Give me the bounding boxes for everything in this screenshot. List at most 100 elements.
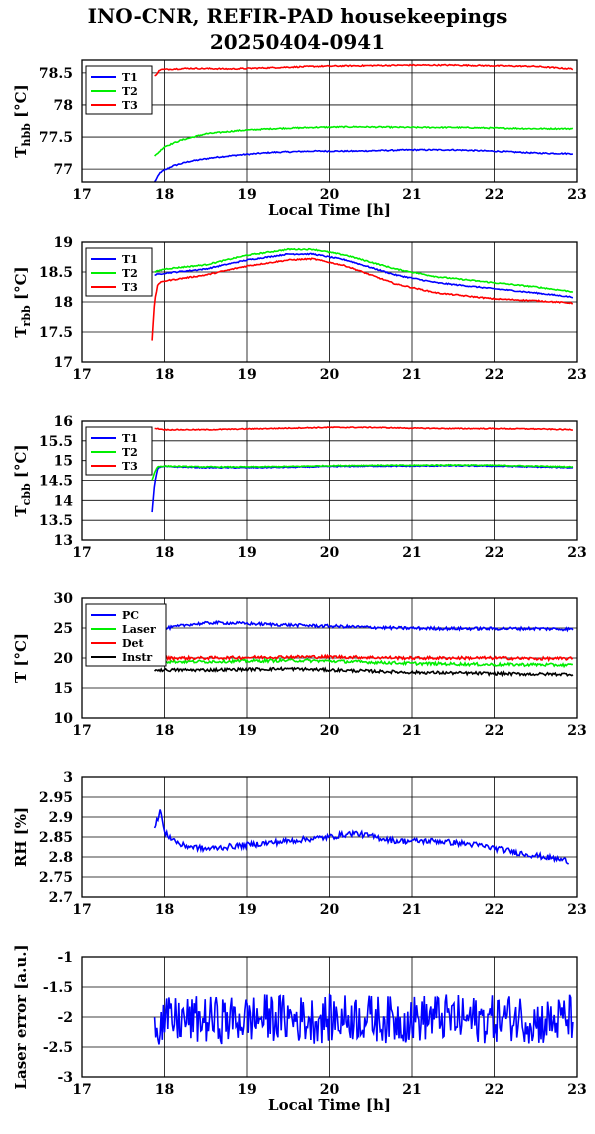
plot-frame [81,59,578,183]
series-line-data [153,993,574,1045]
y-tick-label: 77 [54,162,73,178]
series-line-laser [153,657,574,669]
x-tick-label: 22 [485,723,504,739]
chart-title: INO-CNR, REFIR-PAD housekeepings [87,4,508,28]
x-tick-label: 21 [402,902,421,918]
plot-frame [81,597,578,719]
y-axis-label: Tcbb [°C] [12,444,33,516]
series-line-t3 [154,63,574,77]
legend-label: Laser [122,623,156,636]
x-tick-label: 19 [237,367,256,383]
legend-label: T2 [122,446,138,459]
series-line-instr [153,665,574,678]
plot-frame [81,776,578,898]
y-tick-label: 20 [54,651,74,667]
y-tick-label: 78 [54,98,73,114]
y-axis-label-unit: [°C] [12,444,30,483]
series-line-t3 [154,426,573,432]
y-axis-label-main: T [12,505,30,517]
x-tick-label: 22 [485,1082,504,1098]
y-tick-label: 17.5 [39,325,73,341]
y-axis-label-main: T [°C] [12,633,30,683]
legend-label: T1 [122,71,138,84]
y-tick-label: 13 [54,533,73,549]
x-tick-label: 18 [155,545,174,561]
x-tick-label: 23 [567,723,586,739]
x-tick-label: 22 [485,545,504,561]
x-tick-label: 19 [237,545,256,561]
x-tick-label: 23 [567,545,586,561]
series-line-data [153,809,569,865]
x-tick-label: 21 [402,187,421,203]
legend-label: T2 [122,85,138,98]
y-tick-label: 19 [54,235,73,251]
y-tick-label: 15.5 [39,434,73,450]
x-tick-label: 18 [155,367,174,383]
x-tick-label: 17 [72,902,91,918]
series-line-t2 [154,247,574,293]
x-tick-label: 22 [485,367,504,383]
series-line-t1 [153,148,573,182]
chart-panel-6: 17 18 19 20 21 22 23 -3 -2.5 -2 -1.5 -1 Local Time [… [12,944,587,1114]
y-tick-label: 18.5 [39,265,73,281]
x-tick-label: 18 [155,723,174,739]
legend-label: T3 [122,281,138,294]
plot-frame [81,241,578,363]
legend-label: T1 [122,432,138,445]
y-tick-label: -3 [57,1070,73,1086]
y-tick-label: 15 [54,681,73,697]
x-tick-label: 20 [320,187,340,203]
y-tick-label: 18 [54,295,73,311]
y-tick-label: 16 [54,414,73,430]
x-tick-label: 23 [567,187,586,203]
y-tick-label: 2.9 [49,810,73,826]
y-tick-label: -1.5 [43,980,73,996]
x-tick-label: 21 [402,723,421,739]
legend-label: Instr [122,651,152,664]
x-tick-label: 20 [320,902,340,918]
x-tick-label: 19 [237,723,256,739]
x-tick-label: 20 [320,1082,340,1098]
legend-label: T3 [122,460,138,473]
y-axis-label-sub: cbb [20,483,33,505]
y-axis-label-sub: hbb [20,123,33,147]
x-tick-label: 21 [402,367,421,383]
y-tick-label: -2 [57,1010,73,1026]
x-tick-label: 21 [402,545,421,561]
y-axis-label-sub: rbb [20,305,33,326]
legend-label: PC [122,609,139,622]
chart-panel-4: 17 18 19 20 21 22 23 10 15 20 25 30 T [°C] PCLaserDet… [12,591,587,739]
x-tick-label: 22 [485,902,504,918]
y-tick-label: 13.5 [39,513,73,529]
y-tick-label: -2.5 [43,1040,73,1056]
y-axis-label: Trbb [°C] [12,266,33,337]
x-tick-label: 17 [72,367,91,383]
x-axis-label: Local Time [h] [268,1096,391,1114]
y-tick-label: 10 [54,711,74,727]
y-tick-label: 2.7 [49,890,73,906]
x-tick-label: 20 [320,367,340,383]
x-tick-label: 17 [72,545,91,561]
x-tick-label: 20 [320,723,340,739]
y-axis-label: T [°C] [12,633,30,683]
y-axis-label-main: Laser error [a.u.] [12,944,30,1089]
x-tick-label: 20 [320,545,340,561]
x-tick-label: 19 [237,187,256,203]
y-tick-label: 2.75 [39,870,73,886]
x-tick-label: 18 [155,187,174,203]
plot-frame [81,956,578,1078]
y-axis-label: RH [%] [12,807,30,867]
y-axis-label-main: T [12,326,30,338]
y-axis-label-main: RH [%] [12,807,30,867]
x-tick-label: 17 [72,1082,91,1098]
x-tick-label: 21 [402,1082,421,1098]
legend-label: T1 [122,253,138,266]
y-tick-label: 78.5 [39,66,73,82]
x-tick-label: 22 [485,187,504,203]
series-line-t2 [154,125,574,157]
y-tick-label: 2.85 [39,830,73,846]
series-line-t2 [151,463,574,481]
series-line-pc [153,619,574,634]
